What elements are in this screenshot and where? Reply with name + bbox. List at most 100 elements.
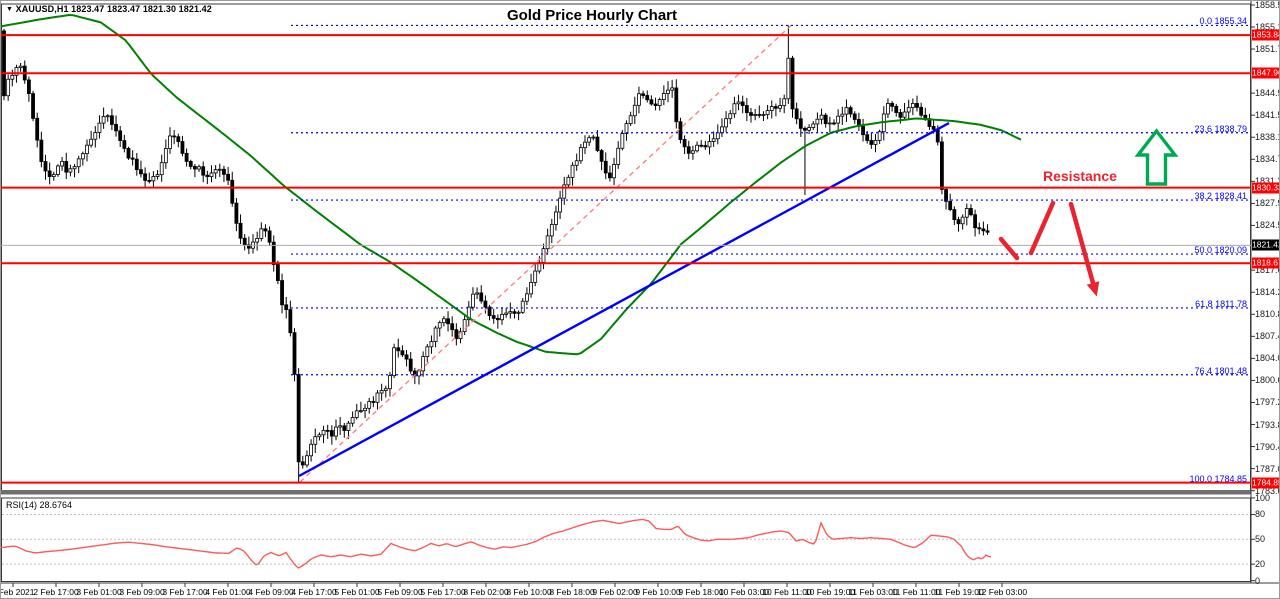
price-tag: 1853.84 [1252, 29, 1280, 41]
candle-body [977, 227, 982, 230]
candle-body [433, 327, 438, 342]
candle-body [226, 173, 231, 181]
trend-arrow-stroke[interactable] [1028, 200, 1056, 256]
candle-body [678, 121, 683, 140]
candle-body [72, 166, 77, 170]
candle-body [275, 264, 280, 281]
trend-arrow-stroke[interactable] [1068, 201, 1096, 286]
fibonacci-level-label: 76.4 1801.48 [1194, 365, 1247, 376]
candle-body [848, 107, 853, 115]
rsi-scale-label: 50 [1255, 534, 1266, 545]
y-axis-tick-label: 1844.90 [1255, 88, 1279, 99]
candle-body [570, 164, 575, 178]
candle-body [715, 132, 720, 140]
candle-body [964, 208, 969, 218]
candle-body [242, 237, 247, 246]
candle-body [329, 430, 334, 437]
candle-body [682, 139, 687, 148]
candle-body [558, 197, 562, 213]
rsi-scale-label: 80 [1255, 509, 1266, 520]
candle-body [778, 105, 782, 109]
x-axis-time-label: 8 Feb 10:00 [506, 587, 552, 597]
candle-body [935, 128, 940, 143]
candle-body [388, 375, 392, 390]
candle-body [744, 105, 749, 114]
main-pane[interactable] [1, 3, 1251, 492]
candle-body [475, 292, 480, 295]
candle-body [574, 160, 579, 166]
candle-body [338, 425, 343, 428]
candle-body [952, 209, 957, 220]
candle-body [769, 106, 774, 111]
candle-body [529, 281, 533, 295]
candle-body [969, 208, 973, 216]
candle-body [645, 95, 650, 101]
candle-body [217, 168, 222, 171]
fibonacci-level-label: 61.8 1811.78 [1195, 298, 1247, 309]
candle-body [105, 115, 110, 118]
trend-arrow-stroke[interactable] [998, 236, 1020, 261]
candle-body [180, 141, 185, 154]
y-axis-tick-label: 1831.30 [1255, 176, 1279, 186]
candle-body [761, 114, 766, 116]
candle-body [508, 311, 513, 314]
candle-body [500, 314, 504, 321]
x-axis-time-label: 11 Feb 03:00 [848, 587, 898, 597]
candle-body [703, 145, 708, 148]
y-axis-tick-label: 1827.90 [1255, 198, 1279, 209]
candle-body [155, 174, 160, 177]
candle-body [890, 102, 894, 107]
y-axis-tick-label: 1800.60 [1255, 375, 1279, 386]
price-tag: 1818.67 [1252, 257, 1280, 269]
candle-body [852, 113, 857, 120]
up-arrow-icon[interactable] [1134, 128, 1179, 186]
candle-body [454, 329, 459, 340]
candle-body [898, 112, 903, 118]
candle-body [10, 74, 15, 80]
candle-body [122, 140, 127, 149]
candle-body [383, 388, 388, 391]
candle-body [686, 146, 691, 154]
candle-body [14, 67, 19, 76]
candle-body [168, 135, 172, 149]
candle-body [172, 135, 177, 138]
rsi-scale-label: 0 [1255, 575, 1261, 586]
candle-body [375, 392, 380, 403]
chevron-down-icon[interactable]: ▼ [6, 6, 14, 13]
candle-body [753, 114, 758, 116]
candle-body [902, 111, 907, 118]
candle-body [840, 113, 845, 117]
candle-body [819, 114, 824, 120]
candle-body [736, 101, 741, 105]
candle-body [873, 139, 878, 145]
fibonacci-level-label: 0.0 1855.34 [1199, 16, 1247, 27]
x-axis-time-label: 3 Feb 09:00 [119, 587, 165, 597]
candle-body [342, 425, 347, 431]
moving-average-line[interactable] [1, 14, 1022, 356]
candle-body [495, 317, 500, 321]
x-axis-time-label: 9 Feb 18:00 [678, 587, 724, 597]
x-axis-time-label: 9 Feb 02:00 [592, 587, 638, 597]
x-axis-time-label: 4 Feb 17:00 [291, 587, 337, 597]
candle-body [653, 103, 658, 106]
candle-body [707, 141, 712, 148]
pane-separator[interactable] [1, 490, 1251, 495]
candle-body [583, 141, 587, 149]
y-axis-tick-label: 1855.10 [1255, 22, 1279, 32]
candle-body [188, 160, 193, 167]
trendline[interactable] [298, 121, 950, 478]
y-axis-tick-label: 1814.20 [1255, 287, 1279, 298]
down-arrowhead-icon[interactable] [1086, 281, 1100, 297]
fibonacci-diagonal-line[interactable] [299, 24, 792, 483]
candle-body [981, 228, 986, 232]
candle-body [317, 434, 322, 438]
candle-body [827, 122, 832, 125]
candle-body [940, 141, 944, 190]
x-axis-time-label: 3 Feb 17:00 [162, 587, 208, 597]
candle-body [201, 166, 206, 176]
candle-body [151, 176, 156, 182]
candle-body [350, 417, 355, 424]
candle-body [973, 214, 977, 229]
candle-body [346, 422, 351, 431]
